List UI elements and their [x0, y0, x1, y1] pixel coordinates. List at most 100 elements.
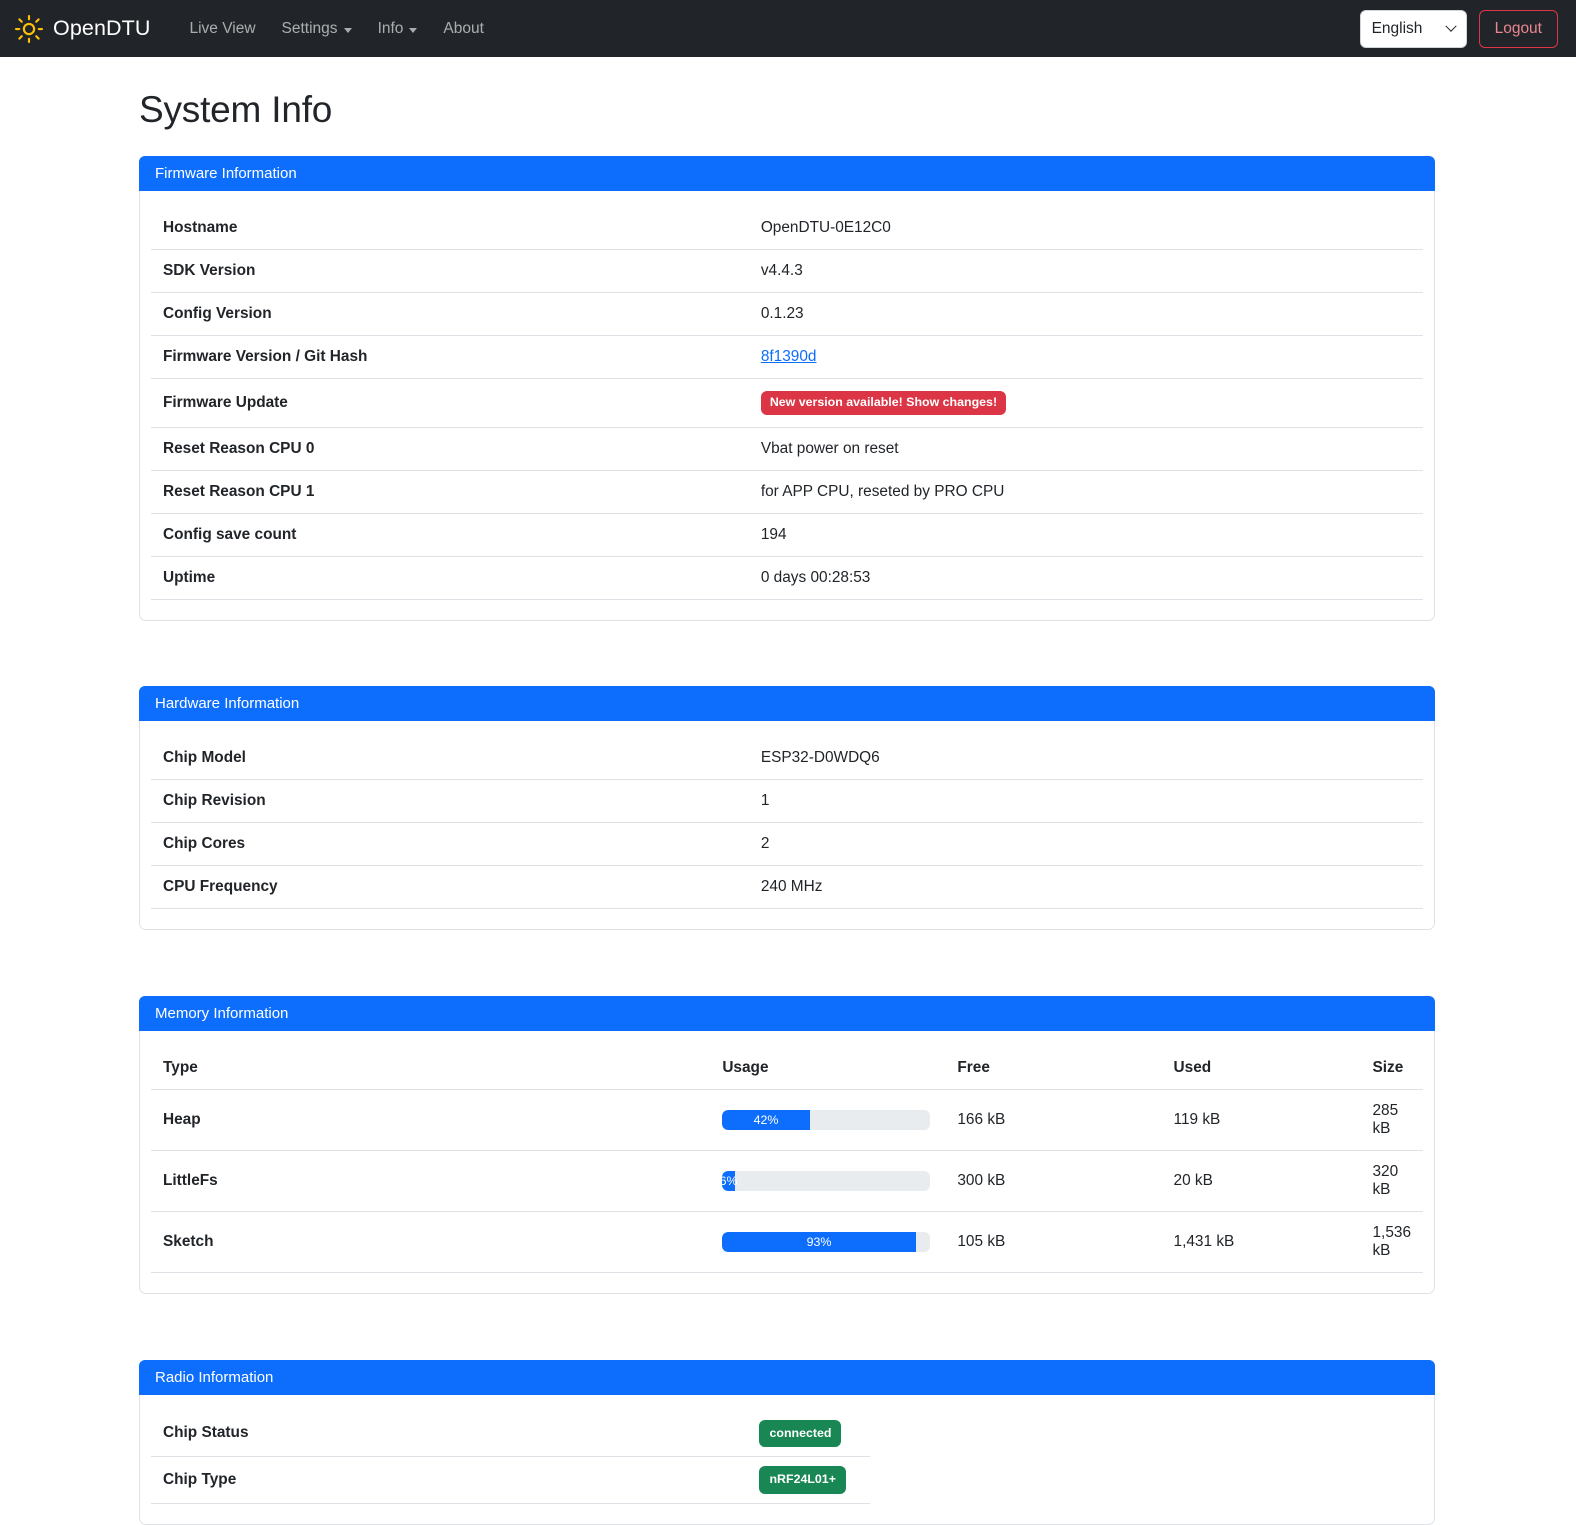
row-key: CPU Frequency	[151, 865, 749, 909]
firmware-table: Hostname OpenDTU-0E12C0 SDK Version v4.4…	[151, 207, 1423, 600]
firmware-card-body: Hostname OpenDTU-0E12C0 SDK Version v4.4…	[140, 191, 1434, 620]
table-row: Heap 42% 166 kB 119 kB 285 kB	[151, 1089, 1423, 1151]
nav-link-live-view[interactable]: Live View	[176, 12, 268, 46]
chip-type-badge: nRF24L01+	[759, 1466, 846, 1494]
hardware-information-card: Hardware Information Chip Model ESP32-D0…	[139, 685, 1435, 930]
logout-button[interactable]: Logout	[1478, 9, 1558, 48]
language-select[interactable]: English	[1359, 9, 1467, 48]
firmware-card-header: Firmware Information	[139, 156, 1435, 191]
nav-label-info: Info	[377, 19, 404, 37]
nav-item-about[interactable]: About	[430, 12, 497, 46]
usage-progress-littlefs: 6%	[722, 1170, 931, 1191]
memory-free: 105 kB	[945, 1211, 1162, 1273]
table-row: Firmware Version / Git Hash 8f1390d	[151, 335, 1423, 379]
row-key: Firmware Update	[151, 378, 749, 428]
hardware-card-header: Hardware Information	[139, 685, 1435, 721]
nav-item-live-view[interactable]: Live View	[176, 12, 268, 46]
row-value: ESP32-D0WDQ6	[748, 736, 1423, 780]
row-key: Uptime	[151, 556, 749, 600]
chevron-down-icon	[1444, 20, 1457, 32]
firmware-update-badge[interactable]: New version available! Show changes!	[760, 391, 1007, 415]
status-badge: connected	[759, 1419, 842, 1448]
brand-link[interactable]: OpenDTU	[14, 14, 150, 44]
usage-progress-label: 93%	[806, 1234, 832, 1249]
table-row: Config Version 0.1.23	[151, 292, 1423, 336]
table-row: SDK Version v4.4.3	[151, 249, 1423, 293]
row-value: 0.1.23	[748, 292, 1423, 336]
nav-label-about: About	[443, 19, 484, 37]
table-row: Chip Model ESP32-D0WDQ6	[151, 736, 1423, 780]
radio-card-body: Chip Status connected Chip Type nRF24L01…	[140, 1395, 1434, 1524]
row-value-container: 8f1390d	[748, 335, 1423, 379]
nav-links: Live View Settings Info About	[176, 12, 496, 46]
memory-usage-cell: 93%	[710, 1211, 946, 1273]
memory-free: 166 kB	[945, 1089, 1162, 1151]
row-value: 0 days 00:28:53	[748, 556, 1423, 600]
radio-table: Chip Status connected Chip Type nRF24L01…	[151, 1410, 870, 1504]
memory-card-header: Memory Information	[139, 995, 1435, 1031]
brand-text: OpenDTU	[53, 16, 151, 40]
hardware-card-body: Chip Model ESP32-D0WDQ6 Chip Revision 1 …	[140, 721, 1434, 929]
memory-card-body: Type Usage Free Used Size Heap 42%	[140, 1031, 1434, 1293]
language-select-value: English	[1371, 19, 1423, 37]
column-header-free: Free	[945, 1046, 1162, 1090]
memory-type: Sketch	[151, 1211, 711, 1273]
firmware-information-card: Firmware Information Hostname OpenDTU-0E…	[139, 156, 1435, 621]
git-hash-link[interactable]: 8f1390d	[760, 348, 817, 365]
nav-link-info[interactable]: Info	[365, 12, 431, 46]
row-key: Firmware Version / Git Hash	[151, 335, 749, 379]
row-key: Config Version	[151, 292, 749, 336]
memory-used: 119 kB	[1161, 1089, 1361, 1151]
radio-information-card: Radio Information Chip Status connected …	[139, 1359, 1435, 1525]
nav-label-live-view: Live View	[189, 19, 256, 37]
chevron-down-icon	[409, 27, 418, 33]
row-value: v4.4.3	[748, 249, 1423, 293]
row-key: Chip Model	[151, 736, 749, 780]
memory-type: LittleFs	[151, 1150, 711, 1212]
row-key: Reset Reason CPU 0	[151, 427, 749, 471]
row-key: Reset Reason CPU 1	[151, 470, 749, 514]
nav-item-settings[interactable]: Settings	[269, 12, 365, 46]
row-value-container: New version available! Show changes!	[748, 378, 1423, 428]
sun-icon	[14, 14, 44, 44]
column-header-type: Type	[151, 1046, 711, 1090]
table-row: Hostname OpenDTU-0E12C0	[151, 207, 1423, 250]
table-row: Config save count 194	[151, 513, 1423, 557]
row-value: 2	[748, 822, 1423, 866]
chevron-down-icon	[343, 27, 352, 33]
memory-usage-cell: 6%	[710, 1150, 946, 1212]
row-value: 194	[748, 513, 1423, 557]
usage-progress-label: 6%	[722, 1173, 738, 1188]
radio-card-header: Radio Information	[139, 1359, 1435, 1395]
usage-progress-label: 42%	[753, 1112, 779, 1127]
table-row: Chip Type nRF24L01+	[151, 1456, 870, 1504]
nav-item-info[interactable]: Info	[365, 12, 431, 46]
column-header-size: Size	[1360, 1046, 1423, 1090]
memory-type: Heap	[151, 1089, 711, 1151]
table-row: Chip Cores 2	[151, 822, 1423, 866]
table-row: Firmware Update New version available! S…	[151, 378, 1423, 428]
memory-usage-cell: 42%	[710, 1089, 946, 1151]
table-row: Chip Status connected	[151, 1410, 870, 1458]
column-header-usage: Usage	[710, 1046, 946, 1090]
usage-progress-bar: 42%	[722, 1109, 810, 1130]
table-row: Reset Reason CPU 0 Vbat power on reset	[151, 427, 1423, 471]
row-key: SDK Version	[151, 249, 749, 293]
memory-information-card: Memory Information Type Usage Free Used …	[139, 995, 1435, 1294]
table-row: Reset Reason CPU 1 for APP CPU, reseted …	[151, 470, 1423, 514]
memory-size: 1,536 kB	[1360, 1211, 1423, 1273]
memory-table: Type Usage Free Used Size Heap 42%	[151, 1046, 1423, 1273]
column-header-used: Used	[1161, 1046, 1361, 1090]
top-navbar: OpenDTU Live View Settings Info About	[0, 0, 1576, 57]
nav-link-about[interactable]: About	[430, 12, 497, 46]
memory-size: 320 kB	[1360, 1150, 1423, 1212]
row-key: Config save count	[151, 513, 749, 557]
row-value: Vbat power on reset	[748, 427, 1423, 471]
row-value: for APP CPU, reseted by PRO CPU	[748, 470, 1423, 514]
row-key: Chip Cores	[151, 822, 749, 866]
row-key: Chip Revision	[151, 779, 749, 823]
row-key: Chip Status	[151, 1410, 748, 1458]
memory-size: 285 kB	[1360, 1089, 1423, 1151]
navbar-right: English Logout	[1359, 9, 1558, 48]
nav-link-settings[interactable]: Settings	[269, 12, 365, 46]
